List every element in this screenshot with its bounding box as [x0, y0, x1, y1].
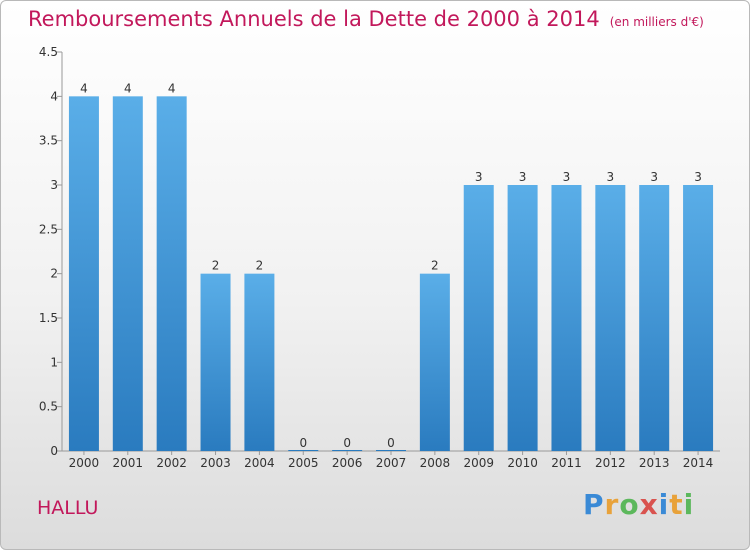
y-tick-label: 1	[50, 355, 58, 369]
data-label: 4	[168, 81, 176, 95]
y-tick-label: 2	[50, 267, 58, 281]
x-tick-label: 2011	[551, 456, 582, 470]
bar	[639, 185, 670, 451]
bar	[551, 185, 582, 451]
bar	[68, 96, 99, 451]
x-tick-label: 2007	[376, 456, 407, 470]
data-label: 0	[343, 436, 351, 450]
bar	[683, 185, 714, 451]
x-tick-label: 2002	[156, 456, 187, 470]
x-tick-label: 2008	[420, 456, 451, 470]
data-label: 3	[694, 170, 702, 184]
y-tick-label: 0.5	[39, 400, 58, 414]
x-tick-label: 2003	[200, 456, 231, 470]
logo-letter: r	[604, 488, 620, 521]
title-text: Remboursements Annuels de la Dette de 20…	[28, 7, 600, 31]
chart-title: Remboursements Annuels de la Dette de 20…	[28, 7, 704, 31]
chart-subtitle: (en milliers d'€)	[609, 15, 704, 29]
logo-letter: P	[583, 488, 605, 521]
data-label: 0	[387, 436, 395, 450]
bar	[156, 96, 187, 451]
data-label: 3	[563, 170, 571, 184]
data-label: 3	[650, 170, 658, 184]
bar	[244, 273, 275, 451]
data-label: 2	[431, 259, 439, 273]
x-tick-label: 2005	[288, 456, 319, 470]
x-tick-label: 2000	[69, 456, 100, 470]
y-tick-label: 4.5	[39, 45, 58, 59]
logo-letter: i	[658, 488, 670, 521]
x-tick-label: 2014	[683, 456, 714, 470]
bar	[507, 185, 538, 451]
logo-letter: o	[619, 488, 640, 521]
y-tick-label: 1.5	[39, 311, 58, 325]
x-tick-label: 2004	[244, 456, 275, 470]
y-tick-label: 3.5	[39, 134, 58, 148]
y-tick-label: 4	[50, 89, 58, 103]
data-label: 3	[607, 170, 615, 184]
x-tick-label: 2006	[332, 456, 363, 470]
proxiti-logo: Proxiti	[583, 488, 694, 521]
data-label: 2	[212, 259, 220, 273]
y-tick-label: 2.5	[39, 222, 58, 236]
y-tick-label: 3	[50, 178, 58, 192]
data-label: 4	[80, 81, 88, 95]
logo-letter: i	[683, 488, 695, 521]
bar	[200, 273, 231, 451]
bar	[595, 185, 626, 451]
x-tick-label: 2009	[463, 456, 494, 470]
x-tick-label: 2010	[507, 456, 538, 470]
x-tick-label: 2013	[639, 456, 670, 470]
x-tick-label: 2001	[113, 456, 144, 470]
data-label: 3	[519, 170, 527, 184]
x-tick-label: 2012	[595, 456, 626, 470]
bar	[463, 185, 494, 451]
logo-letter: x	[639, 488, 659, 521]
data-label: 2	[256, 259, 264, 273]
data-label: 3	[475, 170, 483, 184]
bar	[112, 96, 143, 451]
data-label: 4	[124, 81, 132, 95]
data-label: 0	[299, 436, 307, 450]
y-tick-label: 0	[50, 444, 58, 458]
town-name: HALLU	[37, 497, 99, 519]
bar	[419, 273, 450, 451]
logo-letter: t	[669, 488, 684, 521]
